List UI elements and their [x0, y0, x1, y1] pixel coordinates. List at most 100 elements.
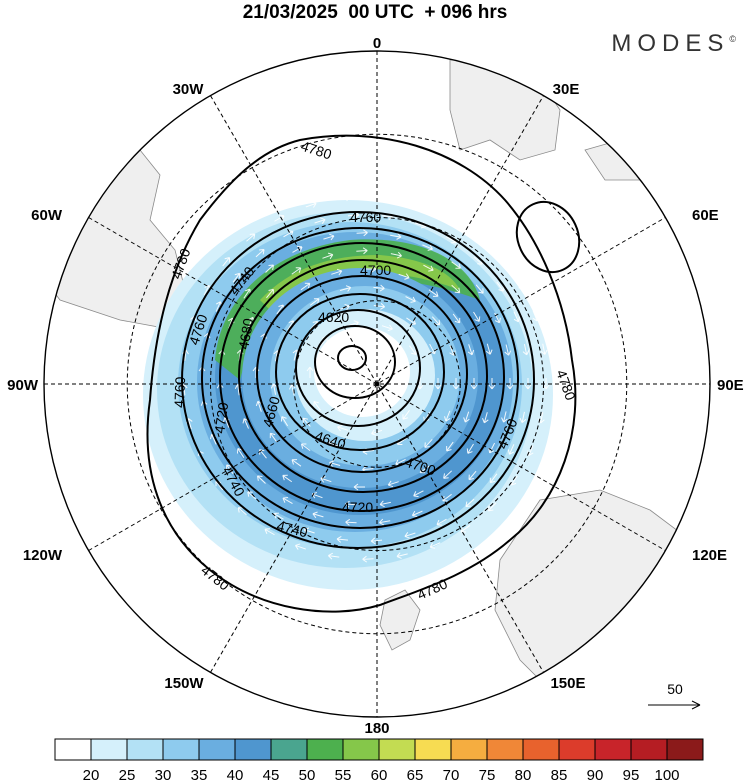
reference-vector-value: 50	[667, 681, 683, 697]
wind-vector-arrow	[446, 441, 454, 452]
contour-label-4700: 4700	[360, 262, 391, 278]
wind-vector-arrow	[294, 543, 306, 550]
wind-vector-arrow	[306, 366, 314, 378]
wind-vector-arrow	[519, 411, 527, 424]
wind-vector-arrow	[339, 194, 351, 202]
wind-vector-arrow	[322, 252, 334, 260]
colorbar-labels: 20 25 30 35 40 45 50 55 60 65 70 75 80 85 90 95 100	[83, 767, 680, 782]
wind-vector-arrow	[300, 282, 311, 291]
wind-vector-arrow	[345, 518, 357, 526]
wind-vector-arrow	[460, 525, 471, 533]
wind-vector-arrow	[428, 289, 439, 297]
reference-vector: 50	[648, 681, 701, 710]
wind-vector-arrow	[467, 344, 475, 356]
wind-vector-arrow	[494, 312, 501, 324]
wind-vector-arrow	[300, 443, 311, 452]
lon-label-90w: 90W	[7, 377, 39, 394]
wind-vector-arrow	[255, 249, 265, 258]
wind-vector-arrow	[444, 410, 451, 422]
height-contour	[295, 309, 421, 427]
wind-vector-arrow	[402, 410, 410, 420]
colorbar-box	[198, 738, 236, 761]
wind-vector-arrow	[475, 284, 484, 294]
wind-vector-arrow	[404, 532, 416, 539]
height-contour	[314, 325, 396, 399]
colorbar-box	[378, 738, 416, 761]
height-contour	[181, 211, 535, 549]
wind-vector-arrow	[482, 412, 489, 424]
brand-name: MODES	[611, 30, 730, 57]
colorbar-box	[450, 738, 488, 761]
colorbar-tick-label: 80	[515, 767, 532, 782]
colorbar-box	[162, 738, 200, 761]
wind-vector-arrow	[419, 465, 430, 474]
wind-vector-arrow	[247, 491, 257, 500]
colorbar-tick-label: 40	[227, 767, 244, 782]
colorbar-tick-label: 90	[587, 767, 604, 782]
wind-vector-arrow	[405, 296, 416, 303]
height-contours	[146, 134, 581, 613]
lon-label-60w: 60W	[31, 207, 63, 224]
wind-vector-arrow	[381, 324, 393, 332]
wind-vector-arrow	[269, 432, 278, 443]
colorbar-tick-label: 50	[299, 767, 316, 782]
wind-vector-arrow	[356, 247, 368, 255]
wind-vector-arrow	[257, 475, 266, 484]
colorbar-box	[306, 738, 344, 761]
wind-vector-arrow	[532, 310, 539, 322]
wind-speed-band	[314, 327, 410, 417]
lon-label-120e: 120E	[692, 547, 727, 564]
wind-vector-arrow	[423, 264, 434, 272]
contour-label-4720: 4720	[342, 499, 373, 515]
brand-logo: MODES©	[611, 30, 736, 58]
wind-vector-arrow	[424, 438, 433, 448]
wind-vector-arrow	[345, 500, 357, 508]
wind-vector-arrow	[331, 268, 343, 276]
wind-vector-arrow	[501, 411, 508, 423]
lon-label-0: 0	[373, 35, 381, 52]
wind-vector-arrow	[429, 542, 441, 549]
wind-vector-arrow	[365, 265, 377, 273]
map-disk	[44, 51, 710, 717]
lon-label-150w: 150W	[164, 675, 204, 692]
wind-vector-arrow	[540, 343, 548, 355]
height-contour	[201, 227, 519, 529]
colorbar-tick-label: 55	[335, 767, 352, 782]
colorbar-box	[414, 738, 452, 761]
wind-vector-arrow	[302, 417, 311, 427]
wind-vector-arrow	[356, 229, 368, 237]
lon-label-30e: 30E	[553, 81, 580, 98]
colorbar-box	[90, 738, 128, 761]
wind-vector-arrow	[323, 233, 335, 241]
wind-vector-arrow	[373, 284, 385, 292]
wind-vector-arrow	[436, 518, 447, 526]
lon-label-90e: 90E	[717, 377, 744, 394]
lon-label-180: 180	[364, 720, 389, 735]
wind-speed-shading	[143, 200, 553, 590]
colorbar-box	[126, 738, 164, 761]
colorbar-box	[666, 738, 704, 761]
wind-vector-arrow	[291, 459, 302, 467]
contour-label-4660: 4660	[259, 394, 283, 428]
wind-vector-arrow	[452, 378, 460, 390]
contour-label-4740: 4740	[275, 517, 309, 540]
colorbar-tick-label: 65	[407, 767, 424, 782]
polar-stereographic-map: 4780 4760 4700 4740 4780 4760 4620 4680 …	[7, 35, 744, 735]
wind-vector-arrow	[465, 498, 475, 507]
wind-vector-arrow	[469, 230, 480, 238]
wind-vector-arrow	[390, 251, 402, 259]
wind-vector-arrow	[264, 528, 275, 536]
wind-vector-arrow	[378, 518, 391, 526]
colorbar-tick-label: 30	[155, 767, 172, 782]
wind-vector-arrow	[451, 284, 461, 294]
colorbar-tick-label: 75	[479, 767, 496, 782]
wind-vector-arrow	[463, 411, 470, 423]
wind-vector-arrow	[396, 552, 408, 559]
lon-label-150e: 150E	[550, 675, 585, 692]
wind-vector-arrow	[516, 279, 525, 290]
height-contour	[238, 259, 488, 493]
land-new-zealand	[379, 589, 421, 651]
lon-label-60e: 60E	[692, 207, 719, 224]
wind-vector-arrow	[373, 194, 385, 201]
wind-vector-arrow	[246, 233, 256, 242]
